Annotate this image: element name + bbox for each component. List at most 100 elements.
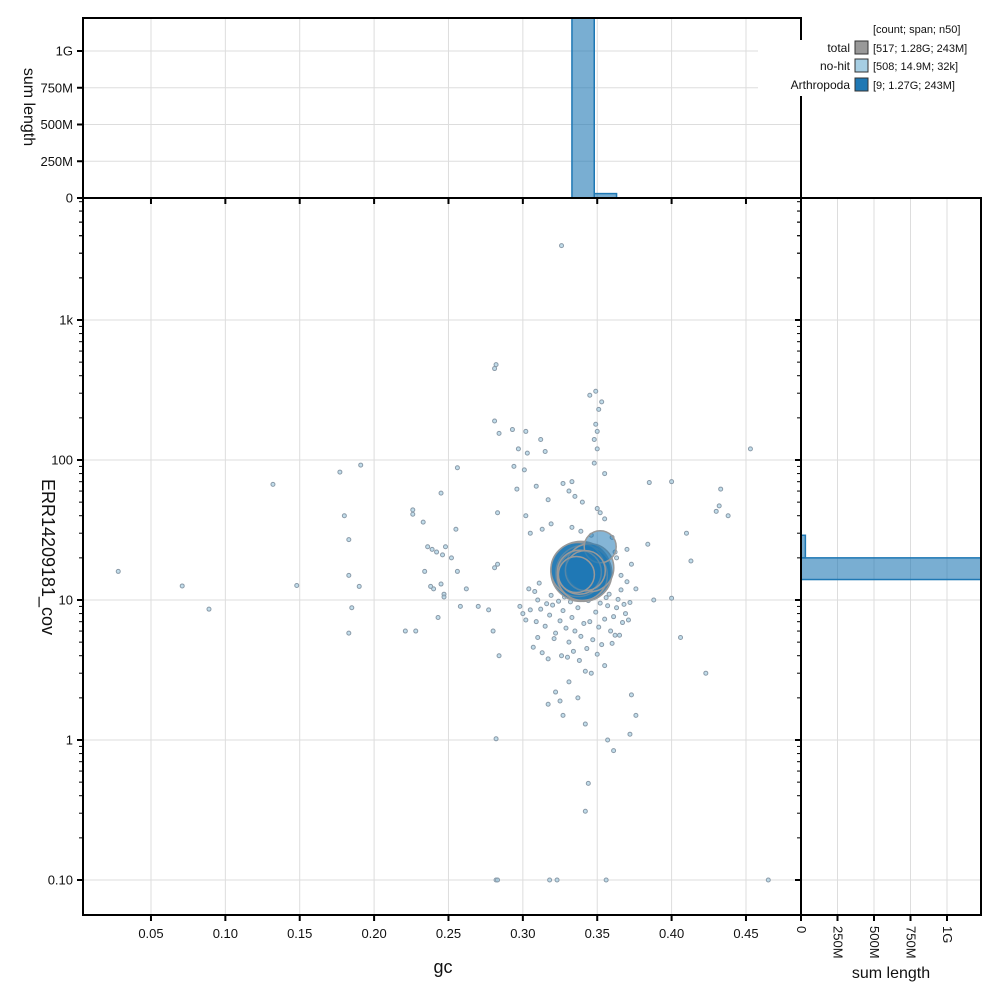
scatter-point-no-hit: [765, 877, 771, 883]
arthropoda-circles: [550, 530, 617, 603]
scatter-point-no-hit: [569, 614, 575, 620]
scatter-point-no-hit: [435, 614, 441, 620]
top-histogram-tick-label: 1G: [56, 44, 73, 59]
right-histogram-tick-label: 250M: [831, 926, 846, 959]
scatter-point-no-hit: [624, 546, 630, 552]
scatter-point-no-hit: [545, 701, 551, 707]
legend-entry-arthropoda[interactable]: Arthropoda [9; 1.27G; 243M]: [791, 77, 955, 92]
x-tick-label: 0.15: [287, 926, 312, 941]
scatter-points: [115, 243, 771, 883]
right-histogram-tick-label: 1G: [940, 926, 955, 943]
scatter-point-no-hit: [358, 462, 364, 468]
scatter-point-no-hit: [486, 607, 492, 613]
scatter-point-no-hit: [535, 597, 541, 603]
scatter-point-no-hit: [523, 428, 529, 434]
right-histogram-tick-label: 750M: [904, 926, 919, 959]
legend-label-arthropoda: Arthropoda: [791, 78, 851, 92]
scatter-point-no-hit: [590, 637, 596, 643]
scatter-point-no-hit: [115, 568, 121, 574]
scatter-point-no-hit: [612, 632, 618, 638]
y-tick-label: 100: [51, 453, 73, 468]
right-histogram-axis-title: sum length: [852, 965, 930, 982]
legend-stats-no-hit: [508; 14.9M; 32k]: [873, 61, 958, 73]
scatter-point-no-hit: [556, 598, 562, 604]
scatter-point-no-hit: [716, 503, 722, 509]
scatter-point-no-hit: [593, 388, 599, 394]
scatter-point-no-hit: [669, 479, 675, 485]
scatter-point-no-hit: [585, 780, 591, 786]
scatter-point-no-hit: [520, 611, 526, 617]
right-histogram-tick-label: 500M: [867, 926, 882, 959]
scatter-point-no-hit: [544, 601, 550, 607]
scatter-point-no-hit: [566, 488, 572, 494]
top-histogram-frame: [82, 17, 802, 199]
scatter-point-no-hit: [496, 430, 502, 436]
scatter-point-no-hit: [625, 617, 631, 623]
scatter-point-no-hit: [533, 619, 539, 625]
x-tick-label: 0.25: [436, 926, 461, 941]
scatter-point-no-hit: [594, 446, 600, 452]
scatter-point-no-hit: [294, 582, 300, 588]
scatter-point-no-hit: [628, 692, 634, 698]
scatter-point-no-hit: [346, 537, 352, 543]
legend-stats-total: [517; 1.28G; 243M]: [873, 43, 967, 55]
axis-tick-labels: 0.05 0.10 0.15 0.20 0.25 0.30 0.35 0.40 0.45 0.10…: [40, 44, 955, 959]
scatter-point-no-hit: [599, 642, 605, 648]
scatter-point-no-hit: [747, 446, 753, 452]
legend-entry-no-hit[interactable]: no-hit [508; 14.9M; 32k]: [820, 58, 958, 73]
scatter-point-no-hit: [410, 511, 416, 517]
scatter-point-no-hit: [609, 640, 615, 646]
scatter-point-no-hit: [526, 586, 532, 592]
scatter-point-no-hit: [628, 561, 634, 567]
scatter-point-no-hit: [402, 628, 408, 634]
scatter-point-no-hit: [582, 668, 588, 674]
scatter-point-no-hit: [621, 601, 627, 607]
scatter-point-no-hit: [559, 243, 565, 249]
top-histogram-tick-label: 250M: [40, 154, 73, 169]
scatter-point-no-hit: [554, 877, 560, 883]
scatter-point-no-hit: [453, 526, 459, 532]
scatter-point-no-hit: [683, 530, 689, 536]
right-histogram-frame: [800, 197, 982, 916]
x-tick-label: 0.35: [585, 926, 610, 941]
scatter-point-no-hit: [575, 605, 581, 611]
legend-swatch-arthropoda: [854, 77, 869, 92]
scatter-point-no-hit: [410, 507, 416, 513]
scatter-point-no-hit: [614, 555, 620, 561]
scatter-point-no-hit: [557, 618, 563, 624]
scatter-point-no-hit: [429, 546, 435, 552]
scatter-point-no-hit: [563, 625, 569, 631]
scatter-point-no-hit: [599, 399, 605, 405]
scatter-point-no-hit: [596, 406, 602, 412]
scatter-point-no-hit: [646, 480, 652, 486]
scatter-point-no-hit: [511, 463, 517, 469]
scatter-point-no-hit: [553, 689, 559, 695]
scatter-point-no-hit: [538, 606, 544, 612]
scatter-point-no-hit: [608, 628, 614, 634]
scatter-point-no-hit: [179, 583, 185, 589]
legend-entry-total[interactable]: total [517; 1.28G; 243M]: [827, 40, 967, 55]
scatter-point-no-hit: [591, 437, 597, 443]
legend-label-no-hit: no-hit: [820, 59, 851, 73]
scatter-point-no-hit: [356, 583, 362, 589]
scatter-point-no-hit: [438, 581, 444, 587]
scatter-point-no-hit: [606, 591, 612, 597]
scatter-point-no-hit: [495, 561, 501, 567]
y-tick-label: 0.10: [48, 873, 73, 888]
scatter-point-no-hit: [557, 698, 563, 704]
scatter-point-no-hit: [553, 630, 559, 636]
legend-swatch-no-hit: [854, 58, 869, 73]
scatter-point-no-hit: [454, 465, 460, 471]
scatter-point-no-hit: [495, 877, 501, 883]
scatter-point-no-hit: [651, 597, 657, 603]
scatter-point-no-hit: [566, 679, 572, 685]
legend-label-total: total: [827, 41, 850, 55]
scatter-point-no-hit: [346, 572, 352, 578]
scatter-point-no-hit: [545, 497, 551, 503]
scatter-point-no-hit: [533, 483, 539, 489]
scatter-point-no-hit: [602, 663, 608, 669]
scatter-point-no-hit: [517, 603, 523, 609]
main-gridlines: [83, 198, 801, 915]
scatter-point-no-hit: [593, 421, 599, 427]
scatter-point-no-hit: [627, 599, 633, 605]
